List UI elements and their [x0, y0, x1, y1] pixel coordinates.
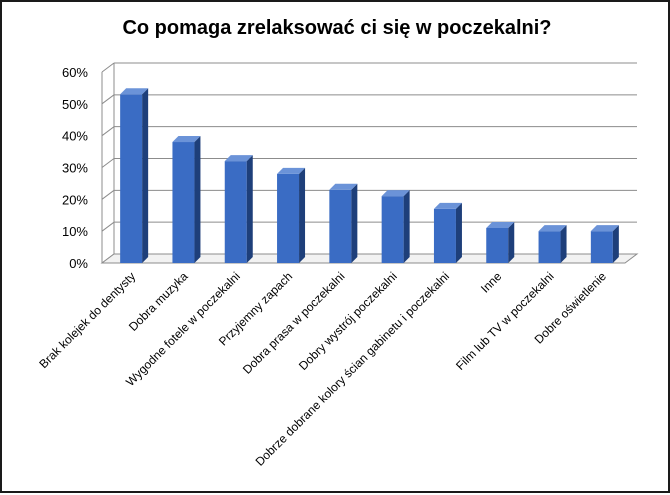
bar-side	[299, 167, 306, 263]
bar	[433, 208, 456, 263]
y-tick-label: 10%	[62, 224, 88, 239]
bar-top	[486, 221, 515, 228]
bar-top	[329, 183, 358, 190]
y-tick-label: 40%	[62, 129, 88, 144]
x-category-label: Dobry wystrój poczekalni	[296, 269, 400, 373]
bar-top	[224, 155, 253, 162]
bar-top	[120, 88, 149, 95]
x-category-label: Dobra prasa w poczekalni	[240, 269, 348, 377]
bar	[277, 173, 300, 263]
bar-side	[403, 190, 410, 263]
y-tick-label: 20%	[62, 192, 88, 207]
y-tick-label: 0%	[69, 256, 88, 271]
bar-side	[351, 183, 358, 263]
bar	[224, 161, 247, 263]
x-category-label: Brak kolejek do dentysty	[36, 269, 138, 371]
gridline-diagonal	[101, 189, 115, 200]
y-tick-label: 50%	[62, 97, 88, 112]
bar	[329, 189, 352, 263]
gridline-diagonal	[101, 126, 115, 137]
bar-top	[172, 136, 201, 143]
chart-title: Co pomaga zrelaksować ci się w poczekaln…	[122, 17, 552, 39]
bar-top	[381, 190, 410, 197]
bar	[538, 231, 561, 263]
bar	[486, 227, 509, 263]
bar-side	[508, 221, 515, 263]
bar-top	[590, 225, 619, 232]
gridline-diagonal	[101, 62, 115, 73]
bar	[172, 142, 195, 263]
bar	[590, 231, 613, 263]
bar-side	[246, 155, 253, 263]
x-category-label: Inne	[478, 269, 505, 296]
bar	[381, 196, 404, 263]
bar-top	[538, 225, 567, 232]
bar-top	[277, 167, 306, 174]
gridline-diagonal	[101, 158, 115, 168]
x-category-label: Film lub TV w poczekalni	[453, 269, 557, 373]
y-tick-label: 60%	[62, 65, 88, 80]
y-tick-label: 30%	[62, 161, 88, 176]
gridline-diagonal	[101, 94, 115, 105]
bar-side	[560, 225, 567, 263]
bar-side	[194, 136, 201, 263]
gridline-diagonal	[101, 221, 115, 232]
x-category-label: Dobrze dobrane kolory ścian gabinetu i p…	[253, 269, 453, 469]
bar	[120, 94, 143, 264]
bar-top	[433, 202, 462, 209]
bar-side	[455, 202, 462, 263]
bar-side	[142, 88, 149, 264]
bar-side	[612, 225, 619, 263]
